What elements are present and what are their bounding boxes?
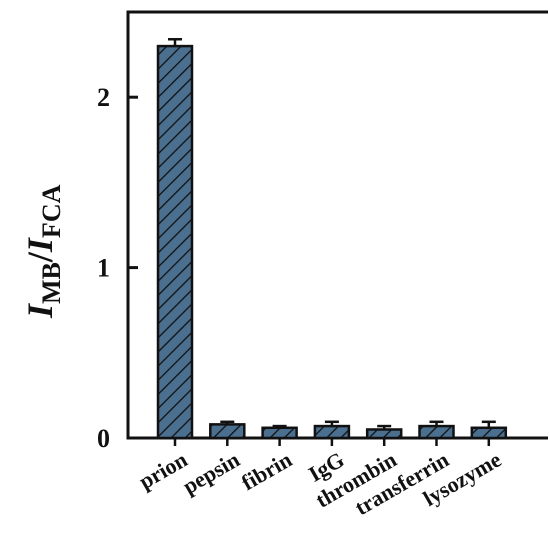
bar-pepsin xyxy=(209,423,246,440)
bar-transferrin xyxy=(418,424,455,440)
y-tick-label: 2 xyxy=(97,83,110,112)
x-tick-label-fibrin: fibrin xyxy=(237,447,296,496)
bar-IgG xyxy=(313,424,351,440)
bar-thrombin xyxy=(365,428,403,440)
y-tick-label: 1 xyxy=(97,254,110,283)
bar-prion xyxy=(156,44,194,440)
y-axis-label: IMB/IFCA xyxy=(20,184,66,319)
bar-fibrin xyxy=(261,426,298,440)
y-tick-label: 0 xyxy=(97,424,110,453)
bar-lysozyme xyxy=(470,426,508,440)
x-tick-label-pepsin: pepsin xyxy=(178,447,243,499)
